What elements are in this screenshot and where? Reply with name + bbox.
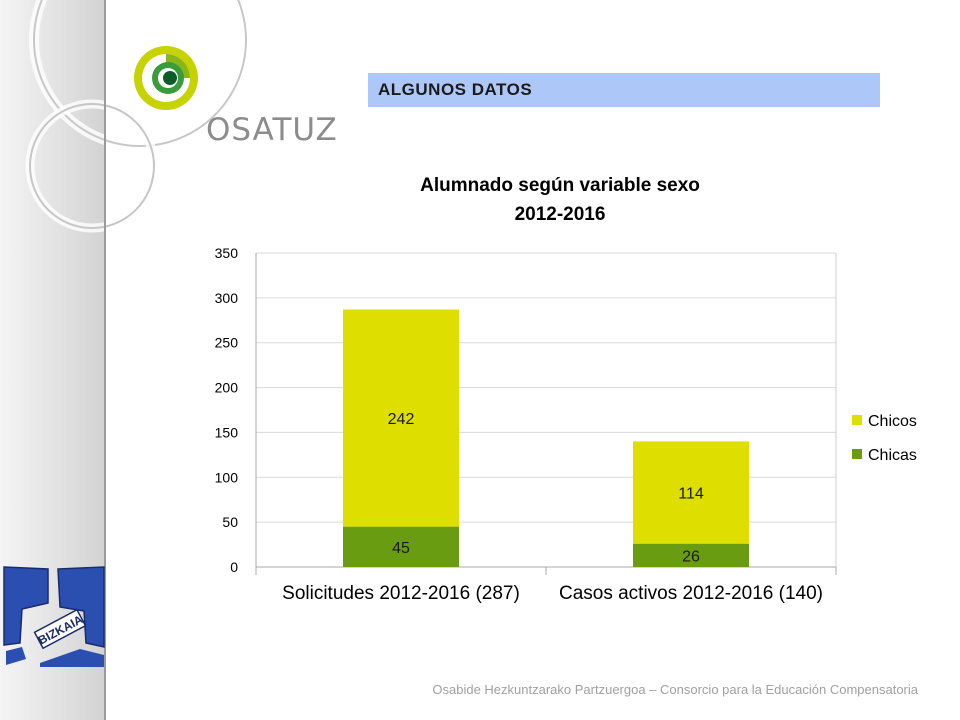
footer-text: Osabide Hezkuntzarako Partzuergoa – Cons…	[432, 682, 918, 697]
osatuz-logo-text: OSATUZ	[206, 112, 338, 148]
data-label: 114	[678, 486, 704, 503]
y-tick-label: 150	[215, 424, 239, 440]
y-tick-label: 300	[215, 290, 239, 306]
sidebar-divider	[104, 0, 106, 720]
legend-label: Chicas	[868, 447, 917, 464]
y-tick-label: 50	[222, 514, 238, 530]
section-header: ALGUNOS DATOS	[368, 73, 880, 107]
legend-swatch	[852, 449, 862, 459]
decorative-rings	[25, 0, 251, 233]
data-label: 26	[682, 548, 700, 565]
y-tick-label: 0	[230, 559, 238, 575]
y-tick-label: 100	[215, 469, 239, 485]
chart-subtitle: 2012-2016	[514, 204, 606, 225]
y-tick-label: 250	[215, 335, 239, 351]
legend-label: Chicos	[868, 413, 917, 430]
y-tick-label: 350	[215, 245, 239, 261]
data-label: 242	[388, 411, 415, 428]
bar-chicas	[343, 526, 459, 567]
bar-chicos	[343, 309, 459, 527]
data-label: 45	[392, 540, 410, 557]
osatuz-logo-icon	[134, 46, 198, 110]
bizkaia-logo-icon: BIZKAIA	[3, 566, 105, 667]
chart-title: Alumnado según variable sexo	[420, 175, 700, 196]
y-tick-label: 200	[215, 380, 239, 396]
legend-swatch	[852, 415, 862, 425]
chart-title-block: Alumnado según variable sexo 2012-2016	[300, 171, 820, 229]
x-category-label: Solicitudes 2012-2016 (287)	[282, 583, 520, 604]
bar-chicos	[633, 441, 749, 544]
x-category-label: Casos activos 2012-2016 (140)	[559, 583, 823, 604]
bar-chicas	[633, 543, 749, 567]
